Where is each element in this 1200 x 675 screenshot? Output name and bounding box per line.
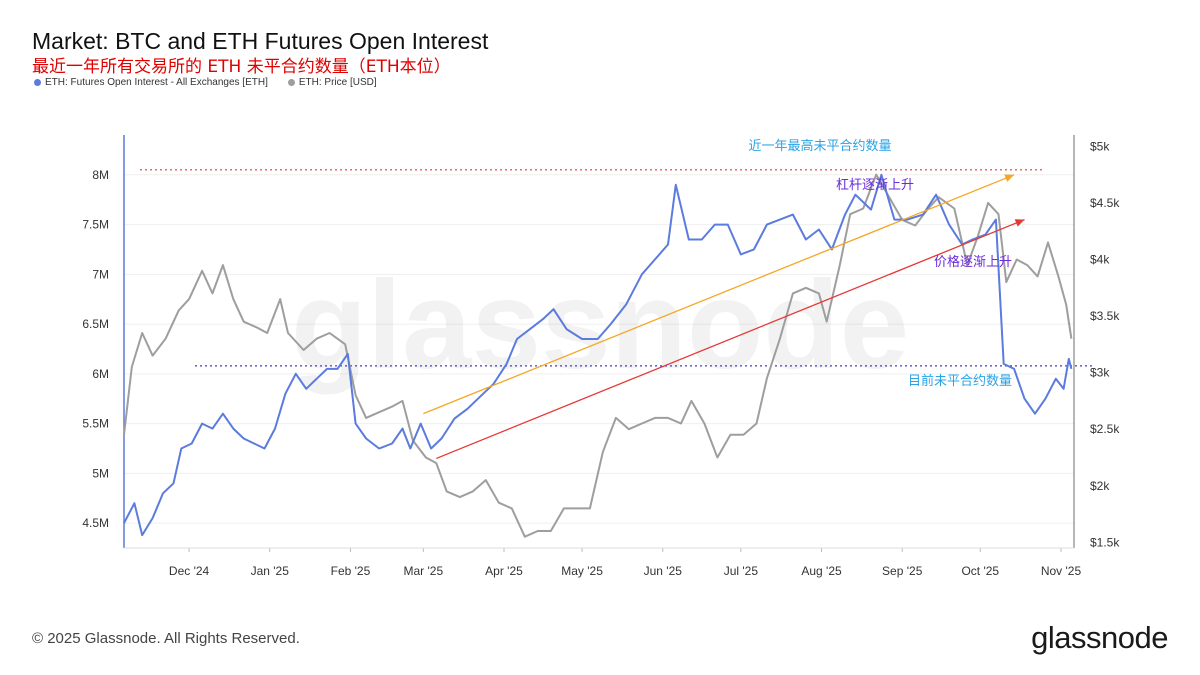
legend: ETH: Futures Open Interest - All Exchang… [34,77,377,88]
x-tick-label: Jul '25 [724,564,759,578]
right-tick-label: $4k [1090,252,1110,266]
right-tick-label: $2.5k [1090,422,1120,436]
annotation-1: 杠杆逐渐上升 [836,177,914,193]
annotation-0: 近一年最高未平合约数量 [748,138,891,154]
reference-lines [140,169,1094,367]
annotation-2: 价格逐渐上升 [934,254,1012,270]
trend-arrow-head-0 [1004,174,1015,182]
footer-copyright: © 2025 Glassnode. All Rights Reserved. [32,630,300,647]
x-tick-label: Mar '25 [403,564,443,578]
trend-arrow-line-0 [423,174,1015,415]
trend-arrows [423,174,1025,460]
legend-dot-open-interest [34,79,41,86]
trend-arrow-head-1 [1014,219,1025,227]
x-tick-label: Jun '25 [644,564,683,578]
left-tick-label: 5.5M [82,417,109,431]
left-tick-label: 7M [92,267,109,281]
legend-label-price: ETH: Price [USD] [298,77,377,88]
series [123,173,1073,538]
legend-item-open-interest[interactable]: ETH: Futures Open Interest - All Exchang… [34,77,268,88]
axes: 4.5M 5M 5.5M 6M 6.5M 7M 7.5M 8M $1.5k $2k $2.5k $3k… [82,135,1120,578]
x-tick-label: Dec '24 [169,564,210,578]
legend-item-price[interactable]: ETH: Price [USD] [287,77,377,88]
x-tick-label: Apr '25 [485,564,523,578]
right-tick-label: $1.5k [1090,535,1120,549]
right-tick-label: $2k [1090,479,1110,493]
right-tick-label: $3k [1090,366,1110,380]
x-tick-label: Jan '25 [251,564,290,578]
legend-label-open-interest: ETH: Futures Open Interest - All Exchang… [45,77,268,88]
x-tick-label: Nov '25 [1041,564,1082,578]
left-tick-label: 6.5M [82,317,109,331]
chart-title: Market: BTC and ETH Futures Open Interes… [32,28,489,54]
left-tick-label: 8M [92,168,109,182]
left-tick-label: 6M [92,367,109,381]
watermark-text: glassnode [291,256,909,395]
left-tick-label: 7.5M [82,218,109,232]
glassnode-logo[interactable]: glassnode [1031,620,1168,655]
annotation-3: 目前未平合约数量 [908,373,1012,389]
x-tick-label: Aug '25 [801,564,842,578]
x-tick-label: Feb '25 [331,564,371,578]
legend-dot-price [287,79,295,86]
x-tick-label: Sep '25 [882,564,923,578]
series-line-price [123,173,1073,538]
chart-subtitle: 最近一年所有交易所的 ETH 未平合约数量（ETH本位） [32,57,451,77]
trend-arrow-line-1 [436,218,1025,460]
left-tick-label: 5M [92,466,109,480]
right-tick-label: $4.5k [1090,196,1120,210]
x-tick-label: May '25 [561,564,603,578]
left-tick-label: 4.5M [82,516,109,530]
x-tick-label: Oct '25 [961,564,999,578]
series-line-open-interest [123,173,1073,537]
right-tick-label: $3.5k [1090,309,1120,323]
right-tick-label: $5k [1090,139,1110,153]
